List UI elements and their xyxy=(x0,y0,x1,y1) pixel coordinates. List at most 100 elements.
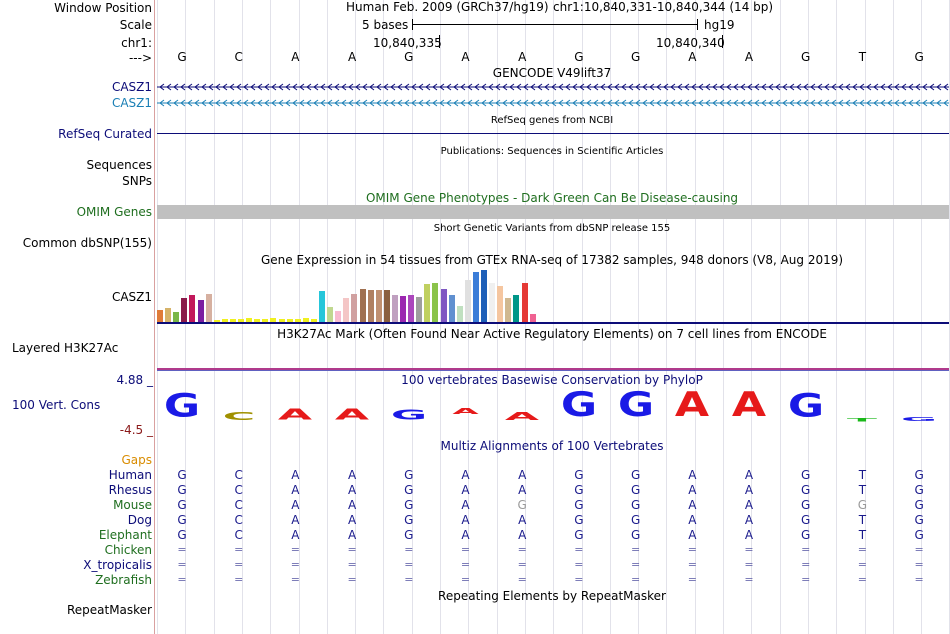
omim-bar[interactable] xyxy=(157,205,949,219)
strand-chevron xyxy=(516,99,522,107)
label-dbsnp[interactable]: Common dbSNP(155) xyxy=(22,236,152,250)
gtex-tissue-bar[interactable] xyxy=(375,290,382,322)
gtex-tissue-bar[interactable] xyxy=(359,289,366,322)
gtex-tissue-bar[interactable] xyxy=(432,283,439,322)
gtex-tissue-bar[interactable] xyxy=(262,319,269,322)
gtex-tissue-bar[interactable] xyxy=(481,270,487,322)
species-label-dog[interactable]: Dog xyxy=(127,513,152,527)
gtex-tissue-bar[interactable] xyxy=(383,290,390,322)
refseq-line[interactable] xyxy=(157,133,949,134)
alignment-base: G xyxy=(404,483,414,497)
gtex-tissue-bar[interactable] xyxy=(294,319,301,322)
gtex-tissue-bar[interactable] xyxy=(278,319,285,322)
label-gencode-casz1-1[interactable]: CASZ1 xyxy=(111,80,152,94)
alignment-base: G xyxy=(574,483,584,497)
gtex-tissue-bar[interactable] xyxy=(197,300,204,322)
gtex-tissue-bar[interactable] xyxy=(302,318,309,322)
gencode-transcript-2[interactable] xyxy=(157,98,949,108)
base-letter: G xyxy=(914,50,924,64)
gencode-transcript-1[interactable] xyxy=(157,82,949,92)
strand-chevron xyxy=(453,83,459,91)
strand-chevron xyxy=(299,99,305,107)
label-sequences[interactable]: Sequences xyxy=(86,158,152,172)
gtex-tissue-bar[interactable] xyxy=(489,283,496,322)
gtex-tissue-bar[interactable] xyxy=(367,290,374,322)
gtex-tissue-bar[interactable] xyxy=(229,319,236,322)
species-label-elephant[interactable]: Elephant xyxy=(98,528,152,542)
strand-chevron xyxy=(537,83,543,91)
gtex-tissue-bar[interactable] xyxy=(238,319,244,322)
gtex-tissue-bar[interactable] xyxy=(400,296,406,322)
label-omim-genes[interactable]: OMIM Genes xyxy=(76,205,152,219)
scale-bar xyxy=(412,24,697,25)
gtex-tissue-bar[interactable] xyxy=(205,294,212,322)
species-label-mouse[interactable]: Mouse xyxy=(113,498,152,512)
species-label-chicken[interactable]: Chicken xyxy=(104,543,152,557)
publications-title: Publications: Sequences in Scientific Ar… xyxy=(440,146,664,157)
gtex-tissue-bar[interactable] xyxy=(189,295,196,322)
gtex-tissue-bar[interactable] xyxy=(246,318,253,322)
strand-chevron xyxy=(166,83,172,91)
gtex-tissue-bar[interactable] xyxy=(505,298,512,322)
gtex-tissue-bar[interactable] xyxy=(497,286,504,322)
alignment-row: = = = = = = = = = = = = = = xyxy=(0,573,950,587)
strand-chevron xyxy=(754,83,760,91)
gtex-tissue-bar[interactable] xyxy=(319,291,325,322)
strand-chevron xyxy=(607,83,613,91)
gtex-tissue-bar[interactable] xyxy=(440,289,447,322)
gtex-tissue-bar[interactable] xyxy=(165,308,172,322)
gtex-tissue-bar[interactable] xyxy=(157,310,163,322)
strand-chevron xyxy=(551,99,557,107)
alignment-base: = xyxy=(744,543,754,556)
strand-chevron xyxy=(439,83,445,91)
gtex-tissue-bar[interactable] xyxy=(343,298,350,322)
gtex-tissue-bar[interactable] xyxy=(464,280,471,322)
gtex-tissue-bar[interactable] xyxy=(448,295,455,322)
gtex-tissue-bar[interactable] xyxy=(173,312,180,322)
label-gencode-casz1-2[interactable]: CASZ1 xyxy=(111,96,152,110)
label-repeatmasker[interactable]: RepeatMasker xyxy=(66,603,152,617)
gtex-tissue-bar[interactable] xyxy=(408,295,415,322)
gtex-tissue-bar[interactable] xyxy=(213,320,220,322)
cons-letter: A xyxy=(452,407,479,417)
gtex-tissue-bar[interactable] xyxy=(513,295,520,322)
strand-chevron xyxy=(215,99,221,107)
gtex-tissue-bar[interactable] xyxy=(335,311,342,322)
gtex-tissue-bar[interactable] xyxy=(521,283,528,322)
gtex-tissue-bar[interactable] xyxy=(529,314,536,322)
alignment-base: A xyxy=(291,483,300,497)
label-gtex-casz1[interactable]: CASZ1 xyxy=(111,290,152,304)
label-snps[interactable]: SNPs xyxy=(122,174,152,188)
gtex-tissue-bar[interactable] xyxy=(254,319,261,322)
label-vert-cons[interactable]: 100 Vert. Cons xyxy=(12,398,101,412)
gtex-tissue-bar[interactable] xyxy=(351,294,358,322)
h3k27ac-signal[interactable] xyxy=(157,368,949,370)
gtex-tissue-bar[interactable] xyxy=(270,318,277,322)
alignment-base: A xyxy=(518,528,527,542)
gtex-tissue-bar[interactable] xyxy=(286,319,293,322)
gtex-tissue-bar[interactable] xyxy=(456,306,463,322)
gtex-tissue-bar[interactable] xyxy=(310,319,317,322)
alignment-base: G xyxy=(404,468,414,482)
label-refseq-curated[interactable]: RefSeq Curated xyxy=(58,127,152,141)
species-label-human[interactable]: Human xyxy=(108,468,152,482)
gtex-tissue-bar[interactable] xyxy=(391,295,398,322)
strand-chevron xyxy=(313,99,319,107)
species-label-rhesus[interactable]: Rhesus xyxy=(108,483,152,497)
gtex-tissue-bar[interactable] xyxy=(221,319,228,322)
gtex-tissue-bar[interactable] xyxy=(472,272,479,322)
gtex-tissue-bar[interactable] xyxy=(416,297,423,322)
gtex-bar-chart[interactable] xyxy=(157,268,537,322)
species-label-x_tropicalis[interactable]: X_tropicalis xyxy=(83,558,152,572)
label-gaps[interactable]: Gaps xyxy=(121,453,152,467)
strand-chevron xyxy=(768,83,774,91)
strand-chevron xyxy=(369,83,375,91)
strand-chevron xyxy=(691,99,697,107)
strand-chevron xyxy=(817,83,823,91)
label-h3k27ac[interactable]: Layered H3K27Ac xyxy=(12,341,119,355)
gtex-tissue-bar[interactable] xyxy=(424,284,431,322)
gtex-tissue-bar[interactable] xyxy=(327,307,334,322)
gtex-tissue-bar[interactable] xyxy=(181,298,188,322)
species-label-zebrafish[interactable]: Zebrafish xyxy=(95,573,152,587)
